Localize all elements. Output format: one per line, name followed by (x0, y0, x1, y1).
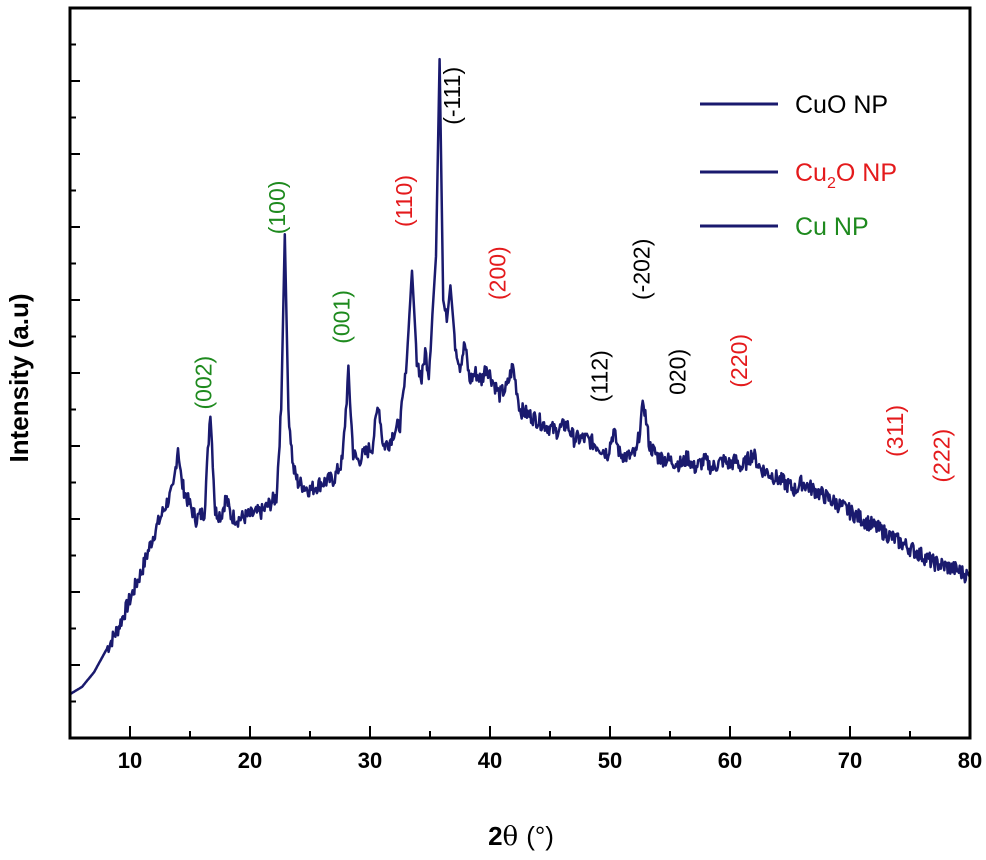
peak-label: (001) (329, 290, 355, 344)
peak-label: (100) (264, 181, 290, 235)
peak-label: (112) (587, 350, 613, 402)
plot-frame (68, 6, 972, 740)
peak-label: (220) (726, 334, 752, 388)
x-axis-label: 2θ (°) (488, 821, 554, 852)
x-tick-label: 60 (718, 748, 742, 773)
x-tick-label: 70 (838, 748, 862, 773)
legend-entry: CuO NP (795, 91, 888, 119)
y-axis-label: Intensity (a.u) (4, 293, 34, 462)
peak-label: (110) (391, 175, 417, 227)
x-axis-label-unit: (°) (526, 821, 554, 851)
x-axis-label-prefix: 2 (488, 821, 502, 851)
peak-annotations: (002)(100)(001)(110)(111)(-111)(200)(112… (191, 67, 955, 483)
legend-entry: Cu2O NP (795, 159, 897, 192)
peak-label: (200) (485, 246, 511, 300)
x-tick-label: 50 (598, 748, 622, 773)
xrd-series-line (69, 57, 972, 696)
peak-label: (002) (191, 356, 217, 410)
peak-label: (222) (929, 429, 955, 483)
peak-label: (-111) (439, 67, 465, 125)
legend: CuO NP Cu2O NP Cu NP (700, 91, 897, 241)
plot-area (69, 57, 972, 696)
x-tick-label: 10 (118, 748, 142, 773)
x-tick-label: 40 (478, 748, 502, 773)
x-tick-label: 20 (238, 748, 262, 773)
x-tick-label: 80 (958, 748, 982, 773)
peak-label: (311) (882, 405, 908, 457)
x-tick-label: 30 (358, 748, 382, 773)
legend-entry: Cu NP (795, 213, 869, 241)
peak-label: 020) (665, 349, 691, 395)
x-axis-label-theta: θ (503, 822, 519, 852)
axis-ticks: 10 20 30 40 50 60 70 80 (69, 43, 982, 773)
peak-label: (-202) (629, 239, 655, 300)
